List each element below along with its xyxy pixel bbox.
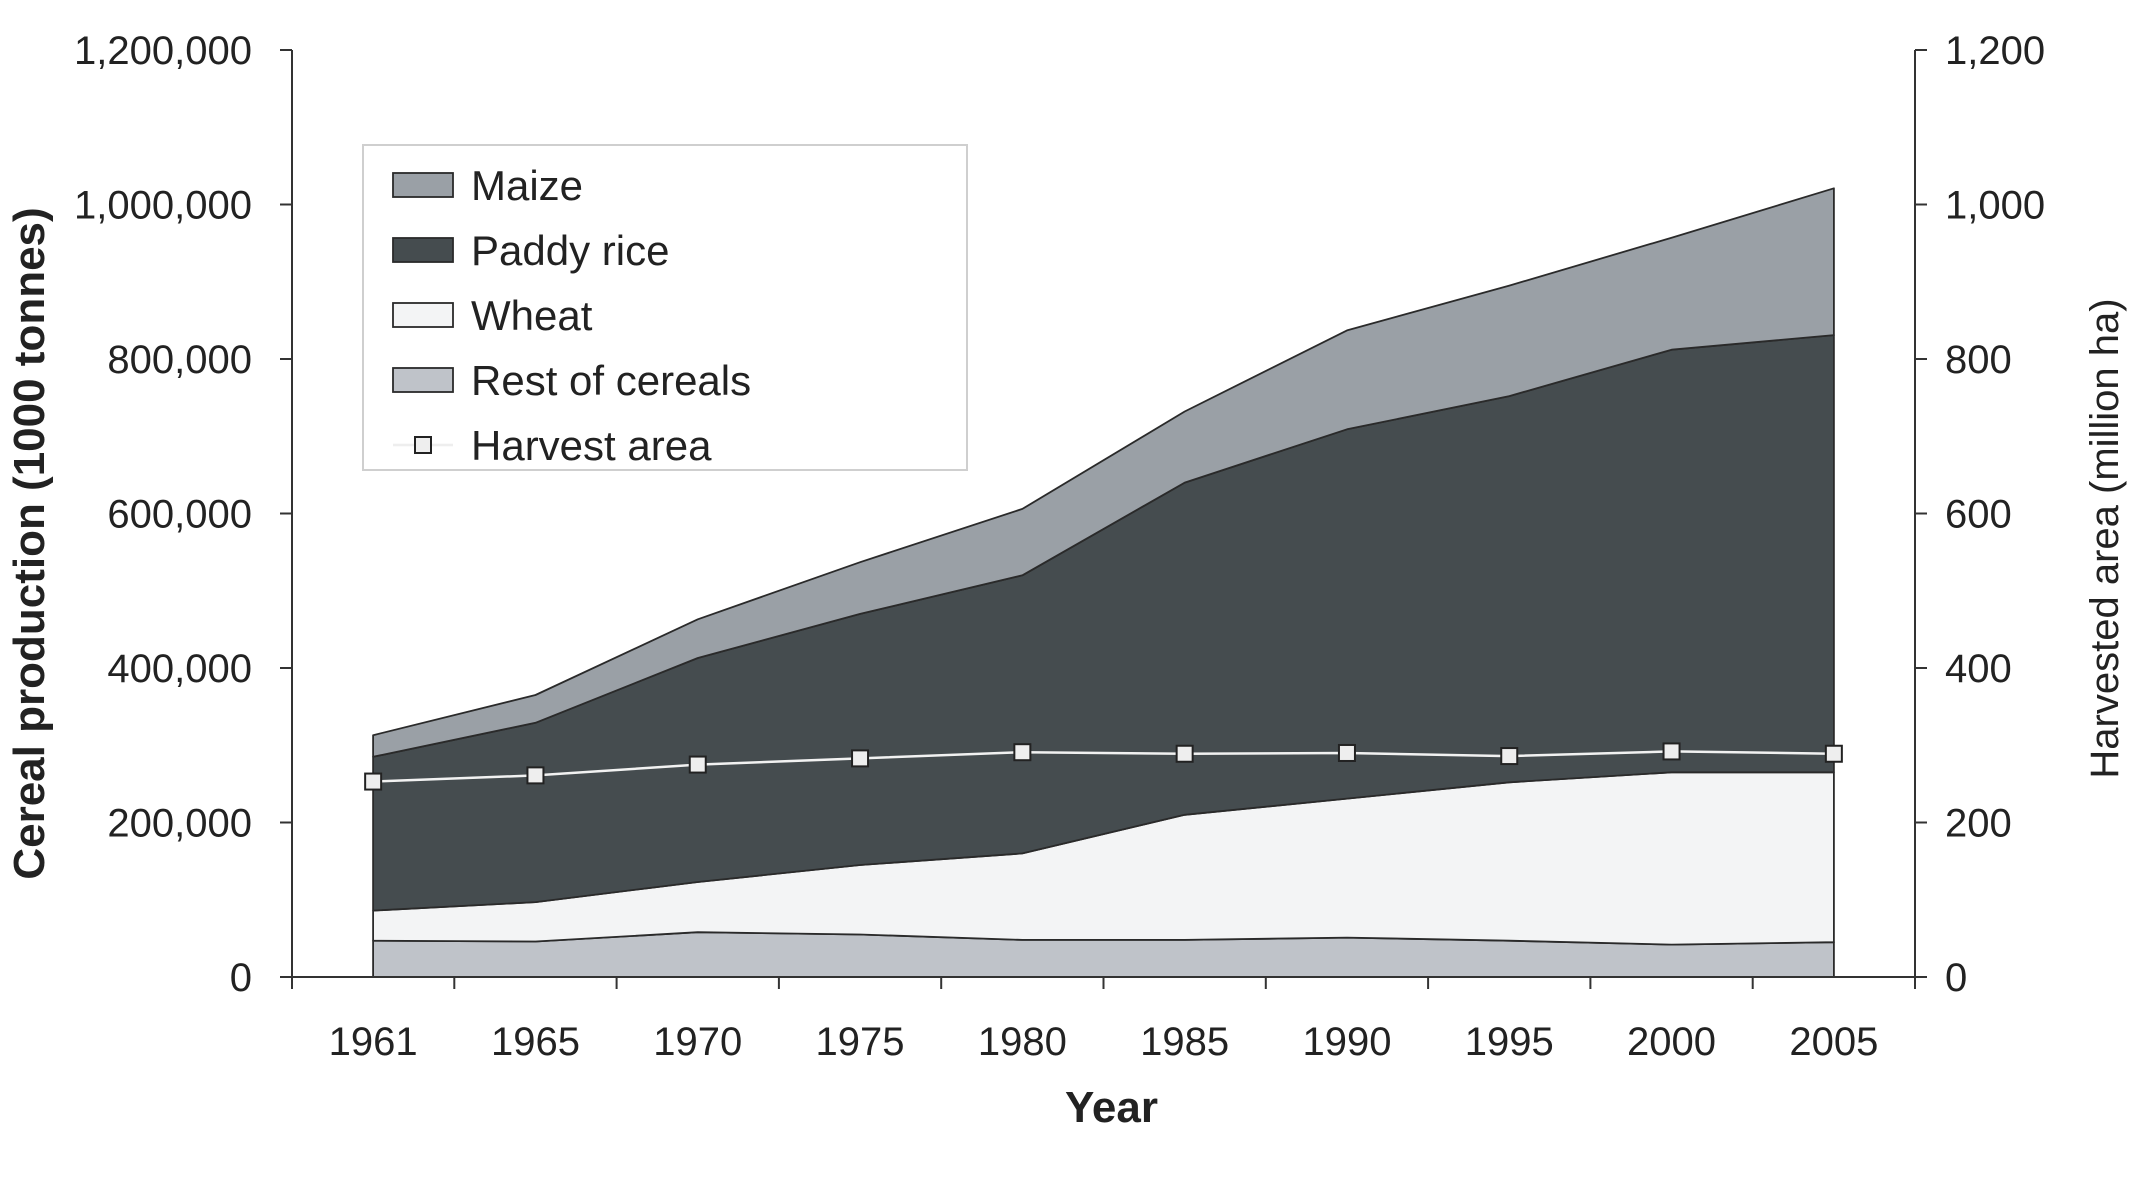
y2-tick-label: 400: [1945, 647, 2012, 691]
x-tick-label: 1995: [1465, 1020, 1554, 1064]
y-tick-label: 0: [230, 956, 252, 1000]
harvest-area-point: [1824, 744, 1843, 763]
y-tick-label: 600,000: [107, 493, 252, 537]
x-tick-label: 1970: [653, 1020, 742, 1064]
y2-tick-label: 600: [1945, 493, 2012, 537]
areas-layer: [372, 187, 1835, 978]
x-tick-label: 1975: [816, 1020, 905, 1064]
harvest-area-line: [373, 750, 1834, 783]
harvest-area-point: [851, 749, 870, 768]
legend-swatch-paddy-rice: [392, 237, 454, 263]
legend-swatch-maize: [392, 172, 454, 198]
legend-label-maize: Maize: [471, 162, 583, 209]
y2-tick-label: 1,200: [1945, 29, 2045, 73]
y2-tick-label: 800: [1945, 338, 2012, 382]
legend-swatch-wheat: [392, 302, 454, 328]
y2-axis-title: Harvested area (million ha): [2083, 298, 2127, 778]
y-axis-title: Cereal production (1000 tonnes): [5, 207, 54, 879]
harvest-area-point: [1500, 747, 1519, 766]
harvest-area-point: [1337, 743, 1356, 762]
harvest-area-point: [688, 755, 707, 774]
x-tick-label: 1961: [329, 1020, 418, 1064]
x-tick-label: 2005: [1789, 1020, 1878, 1064]
harvest-area-point: [364, 772, 383, 791]
legend-label-harvest-area: Harvest area: [471, 422, 712, 469]
y-tick-label: 1,000,000: [74, 184, 252, 228]
legend-swatch-marker: [414, 436, 432, 454]
x-tick-label: 2000: [1627, 1020, 1716, 1064]
harvest-area-point: [1662, 742, 1681, 761]
legend-label-wheat: Wheat: [471, 292, 593, 339]
y-tick-label: 800,000: [107, 338, 252, 382]
legend-swatch-rest-of-cereals: [392, 367, 454, 393]
harvest-area-point: [526, 766, 545, 785]
y-tick-label: 400,000: [107, 647, 252, 691]
area-maize: [372, 187, 1835, 758]
y-tick-label: 1,200,000: [74, 29, 252, 73]
legend-label-paddy-rice: Paddy rice: [471, 227, 669, 274]
legend: Maize Paddy rice Wheat Rest of cereals Harve…: [362, 144, 968, 471]
harvest-area-line-layer: [364, 742, 1843, 791]
legend-label-rest-of-cereals: Rest of cereals: [471, 357, 751, 404]
y-tick-label: 200,000: [107, 802, 252, 846]
harvest-area-point: [1013, 743, 1032, 762]
harvest-area-point: [1175, 744, 1194, 763]
y2-tick-label: 1,000: [1945, 184, 2045, 228]
y2-tick-label: 0: [1945, 956, 1967, 1000]
x-tick-label: 1965: [491, 1020, 580, 1064]
x-axis-title: Year: [1065, 1083, 1158, 1132]
y2-tick-label: 200: [1945, 802, 2012, 846]
x-tick-label: 1980: [978, 1020, 1067, 1064]
legend-box: [362, 144, 968, 471]
axes-layer: 0 200,000 400,000 600,000 800,000 1,000,000 1,…: [5, 29, 2127, 1132]
x-tick-label: 1985: [1140, 1020, 1229, 1064]
x-tick-label: 1990: [1302, 1020, 1391, 1064]
